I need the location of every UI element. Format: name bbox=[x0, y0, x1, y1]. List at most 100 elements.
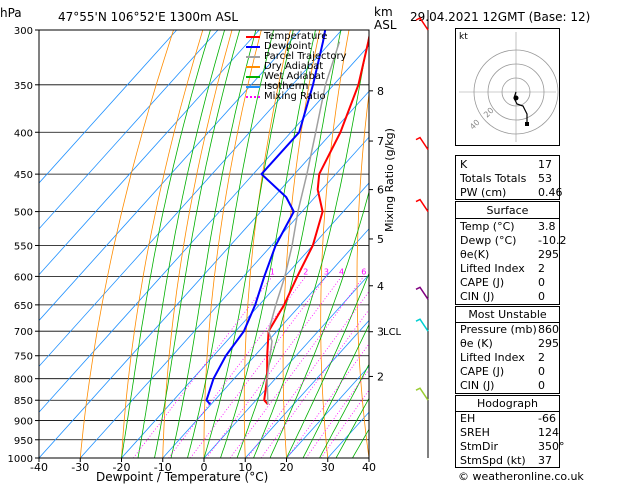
series-dewpoint bbox=[205, 30, 327, 406]
mixing-ratio-line bbox=[320, 389, 369, 458]
most-unstable-key: Pressure (mb) bbox=[460, 323, 537, 336]
mixing-ratio-line bbox=[286, 343, 369, 458]
asl-unit-label: ASL bbox=[374, 18, 397, 32]
wet-adiabat bbox=[121, 30, 211, 458]
y-tick-label: 900 bbox=[14, 417, 33, 428]
y-tick-label: 450 bbox=[14, 170, 33, 181]
series-parcel-trajectory bbox=[266, 41, 341, 405]
index-row: Totals Totals 53 bbox=[460, 172, 555, 185]
index-row: K 17 bbox=[460, 158, 555, 171]
dry-adiabat bbox=[203, 30, 262, 458]
datetime-label: 29.04.2021 12GMT (Base: 12) bbox=[410, 10, 591, 24]
y-tick-label: 500 bbox=[14, 208, 33, 219]
surface-key: CIN (J) bbox=[460, 290, 495, 303]
isotherm-line bbox=[39, 30, 260, 276]
surface-key: CAPE (J) bbox=[460, 276, 505, 289]
dry-adiabat bbox=[356, 90, 369, 458]
legend-item: Temperature bbox=[245, 32, 365, 42]
x-tick-label: -20 bbox=[113, 461, 131, 474]
surface-key: θe(K) bbox=[460, 248, 490, 261]
x-tick-label: 30 bbox=[321, 461, 335, 474]
legend-item: Dry Adiabat bbox=[245, 62, 365, 72]
most-unstable-key: CAPE (J) bbox=[460, 365, 505, 378]
x-tick-label: -40 bbox=[30, 461, 48, 474]
y-tick-label: 300 bbox=[14, 26, 33, 37]
hodograph-title: Hodograph bbox=[477, 397, 538, 410]
most-unstable-key: θe (K) bbox=[460, 337, 493, 350]
legend-item: Mixing Ratio bbox=[245, 92, 365, 102]
y-tick-label: 800 bbox=[14, 375, 33, 386]
most-unstable-row: Pressure (mb) 860 bbox=[460, 323, 559, 336]
hodograph-storm-motion bbox=[513, 95, 519, 101]
y-tick-label: 700 bbox=[14, 327, 33, 338]
wet-adiabat bbox=[220, 30, 316, 458]
lcl-label: LCL bbox=[383, 327, 402, 338]
wind-barb bbox=[415, 198, 429, 213]
dry-adiabat bbox=[583, 30, 629, 458]
hodograph-stats-panel: Hodograph EH -66 SREH 124 StmDir 350° StmSp… bbox=[455, 395, 565, 468]
x-tick-label: -30 bbox=[71, 461, 89, 474]
km-tick-label: 4 bbox=[377, 280, 384, 293]
surface-panel: Surface Temp (°C) 3.8 Dewp (°C) -10.2 θe(K… bbox=[455, 201, 566, 305]
wet-adiabat bbox=[286, 272, 369, 458]
surface-key: Dewp (°C) bbox=[460, 234, 517, 247]
hodograph-value: 124 bbox=[538, 426, 559, 439]
mixing-ratio-label: 15 bbox=[412, 267, 422, 276]
y-tick-label: 850 bbox=[14, 396, 33, 407]
hodograph-value: 350° bbox=[538, 440, 565, 453]
legend-item: Isotherm bbox=[245, 82, 365, 92]
hodograph-point bbox=[525, 122, 529, 126]
isotherm-line bbox=[39, 30, 301, 322]
most-unstable-row: Lifted Index 2 bbox=[460, 351, 555, 364]
mixing-ratio-line bbox=[132, 276, 273, 458]
legend-swatch bbox=[246, 66, 260, 68]
dry-adiabat bbox=[426, 30, 451, 458]
surface-row: Dewp (°C) -10.2 bbox=[460, 234, 566, 247]
mixing-ratio-line bbox=[229, 276, 365, 458]
location-label: 47°55'N 106°52'E 1300m ASL bbox=[58, 10, 239, 24]
hodograph-key: EH bbox=[460, 412, 476, 425]
dry-adiabat bbox=[243, 30, 291, 458]
km-unit-label: km bbox=[374, 5, 393, 19]
dry-adiabat bbox=[392, 30, 410, 458]
y-tick-label: 400 bbox=[14, 128, 33, 139]
index-key: PW (cm) bbox=[460, 186, 507, 199]
y-tick-label: 650 bbox=[14, 301, 33, 312]
legend-swatch bbox=[246, 36, 260, 38]
y-tick-label: 600 bbox=[14, 272, 33, 283]
isotherm-line bbox=[162, 228, 369, 458]
legend-label: Dewpoint bbox=[264, 41, 312, 52]
km-tick-label: 2 bbox=[377, 370, 384, 383]
legend-item: Parcel Trajectory bbox=[245, 52, 365, 62]
km-tick-label: 7 bbox=[377, 135, 384, 148]
isotherm-line bbox=[203, 274, 369, 458]
hodograph-value: -66 bbox=[538, 412, 556, 425]
wind-barb bbox=[415, 318, 429, 332]
y-tick-label: 1000 bbox=[8, 454, 33, 465]
legend-item: Wet Adiabat bbox=[245, 72, 365, 82]
wet-adiabat bbox=[236, 30, 342, 458]
wet-adiabat bbox=[335, 397, 369, 458]
mixing-ratio-label: 3 bbox=[324, 267, 329, 276]
legend-swatch bbox=[246, 56, 260, 58]
index-row: PW (cm) 0.46 bbox=[460, 186, 563, 199]
most-unstable-panel: Most Unstable Pressure (mb) 860 θe (K) 295… bbox=[455, 306, 560, 394]
most-unstable-row: CIN (J) 0 bbox=[460, 379, 555, 392]
index-value: 17 bbox=[538, 158, 552, 171]
wet-adiabat bbox=[154, 30, 241, 458]
surface-row: Lifted Index 2 bbox=[460, 262, 555, 275]
legend-swatch bbox=[246, 76, 260, 78]
surface-title: Surface bbox=[486, 204, 529, 217]
surface-row: Temp (°C) 3.8 bbox=[460, 220, 556, 233]
legend: Temperature Dewpoint Parcel Trajectory Dry … bbox=[245, 32, 365, 102]
most-unstable-key: Lifted Index bbox=[460, 351, 525, 364]
wet-adiabat bbox=[302, 323, 369, 458]
x-tick-label: 0 bbox=[201, 461, 208, 474]
isotherm-line bbox=[39, 44, 369, 413]
isotherm-line bbox=[286, 365, 369, 458]
mixing-ratio-axis-title: Mixing Ratio (g/kg) bbox=[383, 128, 396, 232]
legend-label: Parcel Trajectory bbox=[264, 51, 347, 62]
x-tick-label: 40 bbox=[362, 461, 376, 474]
surface-row: CAPE (J) 0 bbox=[460, 276, 555, 289]
most-unstable-row: CAPE (J) 0 bbox=[460, 365, 555, 378]
